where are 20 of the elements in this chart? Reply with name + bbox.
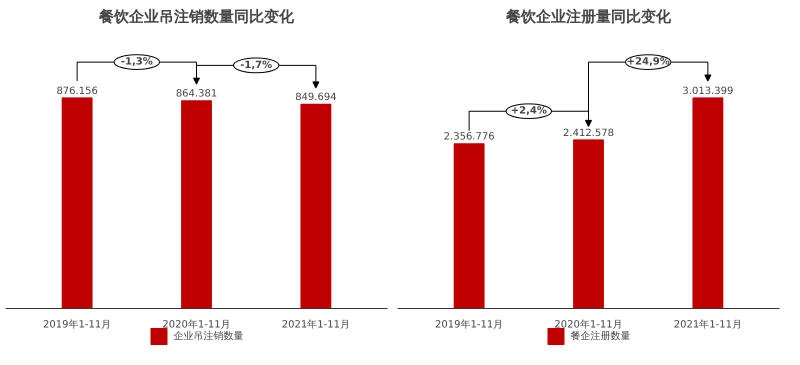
x-tick-label: 2020年1-11月 — [162, 318, 231, 330]
x-tick-label: 2020年1-11月 — [554, 318, 623, 330]
legend-label: 企业吊注销数量 — [174, 330, 244, 343]
x-tick-label: 2021年1-11月 — [282, 318, 350, 330]
x-tick-label: 2019年1-11月 — [43, 318, 112, 330]
x-tick-label: 2019年1-11月 — [435, 318, 504, 330]
text: -1,7% — [240, 60, 272, 71]
data-label: 2.412.578 — [563, 128, 614, 139]
data-label: 2.356.776 — [444, 132, 495, 143]
data-label: 864.381 — [176, 88, 218, 100]
data-label: 849.694 — [295, 92, 337, 104]
x-tick-label: 2021年1-11月 — [674, 318, 742, 330]
chart-title: 餐饮企业吊注销数量同比变化 — [98, 8, 295, 26]
data-label: 3.013.399 — [682, 86, 734, 97]
data-label: 876.156 — [56, 86, 98, 97]
text: +24,9% — [626, 56, 670, 68]
chart-title: 餐饮企业注册量同比变化 — [505, 8, 672, 26]
text: -1,3% — [120, 56, 153, 68]
annotation: +2,4% — [510, 106, 547, 117]
legend-label: 餐企注册数量 — [570, 330, 630, 343]
